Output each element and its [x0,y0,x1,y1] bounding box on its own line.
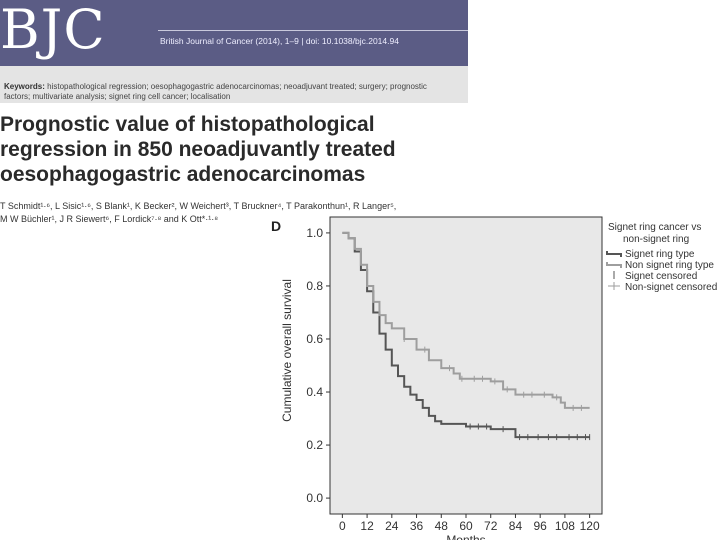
journal-banner: BJC British Journal of Cancer (2014), 1–… [0,0,468,66]
legend-censor-entry-1: Signet censored [625,271,697,282]
y-tick-label: 0.2 [306,438,323,452]
survival-chart: 0 12 24 36 48 60 72 84 96 108 120 0.0 0.2 0.4 0.6 0.8 1.… [280,216,717,540]
y-tick-label: 1.0 [306,226,323,240]
x-tick-label: 120 [580,519,600,533]
legend-title-2: non-signet ring [623,234,689,245]
x-tick-label: 96 [534,519,548,533]
x-axis-label: Months [446,533,485,540]
author-list: T Schmidt¹·⁶, L Sisic¹·⁶, S Blank¹, K Be… [0,200,430,226]
x-tick-label: 108 [555,519,575,533]
x-tick-label: 36 [410,519,424,533]
authors-line-1: T Schmidt¹·⁶, L Sisic¹·⁶, S Blank¹, K Be… [0,201,397,211]
x-tick-label: 0 [339,519,346,533]
x-tick-label: 60 [459,519,473,533]
legend-swatch-1 [606,251,622,257]
x-tick-label: 84 [509,519,523,533]
citation-text: British Journal of Cancer (2014), 1–9 | … [160,36,399,46]
y-axis-label: Cumulative overall survival [280,279,294,422]
keywords-text-1: histopathological regression; oesophagog… [47,82,427,91]
y-tick-label: 0.4 [306,385,323,399]
article-title: Prognostic value of histopathological re… [0,112,470,187]
keywords-line-1: Keywords: histopathological regression; … [4,82,464,92]
keywords-box: Keywords: histopathological regression; … [0,66,468,103]
y-tick-label: 0.0 [306,491,323,505]
keywords-line-2: factors; multivariate analysis; signet r… [4,92,231,101]
series-line-2 [342,231,590,409]
title-line-1: Prognostic value of histopathological [0,113,375,136]
y-tick-label: 0.8 [306,279,323,293]
title-line-2: regression in 850 neoadjuvantly treated [0,138,396,161]
y-tick-label: 0.6 [306,332,323,346]
journal-logo: BJC [0,0,106,61]
x-tick-label: 72 [484,519,498,533]
banner-divider [158,30,468,31]
keywords-label: Keywords: [4,82,45,91]
x-tick-label: 12 [360,519,374,533]
legend-swatch-2 [606,262,622,268]
panel-letter: D [271,218,282,234]
authors-line-2: M W Büchler¹, J R Siewert⁶, F Lordick⁷·⁸… [0,214,219,224]
series-line-1 [342,231,590,439]
x-tick-label: 24 [385,519,399,533]
legend-title-1: Signet ring cancer vs [608,222,701,233]
legend-censor-entry-2: Non-signet censored [625,282,717,293]
title-line-3: oesophagogastric adenocarcinomas [0,163,366,186]
legend-entry-1: Signet ring type [625,249,695,260]
legend-entry-2: Non signet ring type [625,260,714,271]
x-tick-label: 48 [435,519,449,533]
plot-area [329,216,603,515]
